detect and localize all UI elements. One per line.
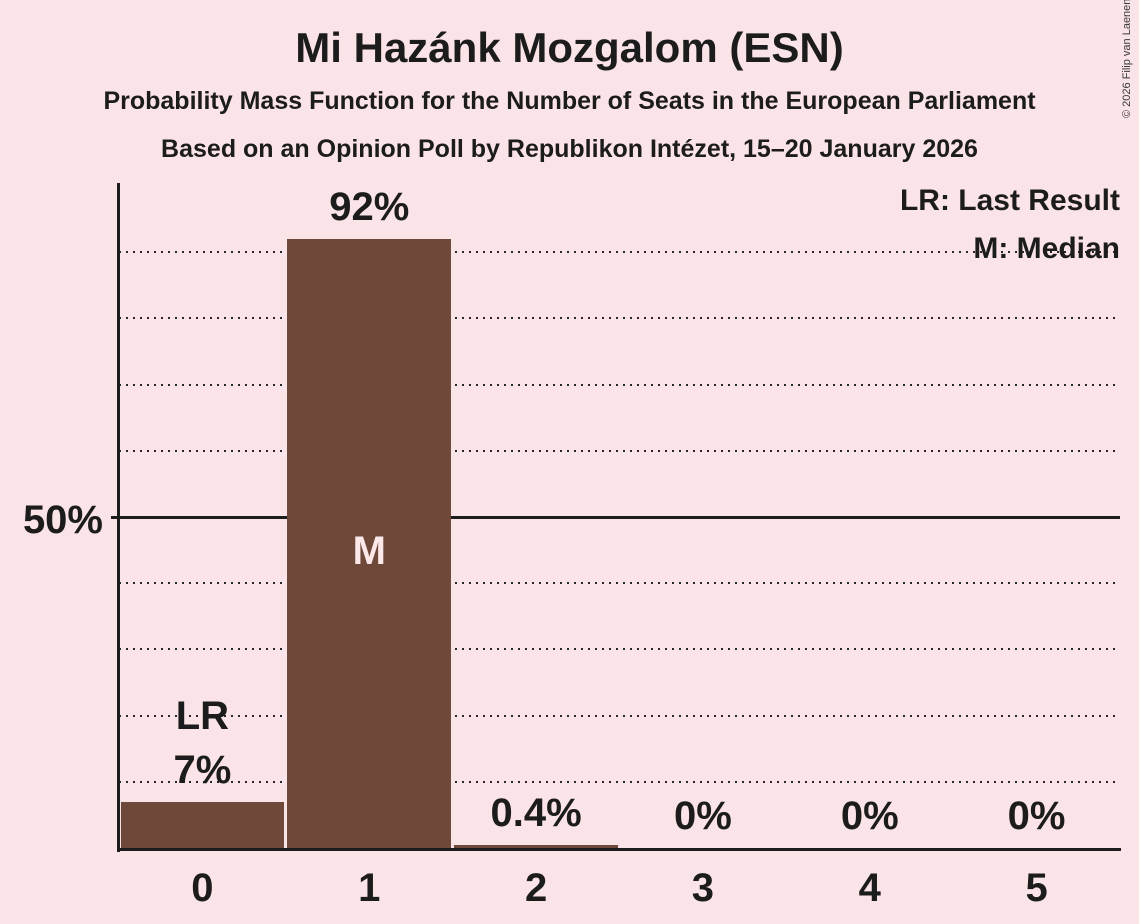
- value-label-seats-1: 92%: [329, 184, 410, 229]
- chart-title: Mi Hazánk Mozgalom (ESN): [295, 24, 844, 71]
- gridline-dotted-30pct: [119, 648, 1120, 651]
- x-tick-label-3: 3: [691, 866, 715, 910]
- median-marker: M: [352, 529, 386, 573]
- value-label-seats-0: 7%: [173, 747, 232, 792]
- bar-seats-2: [454, 845, 618, 848]
- x-axis-line: [117, 848, 1121, 851]
- value-label-seats-5: 0%: [1007, 794, 1066, 838]
- gridline-dotted-60pct: [119, 449, 1120, 452]
- x-tick-label-4: 4: [858, 866, 881, 910]
- bar-seats-0: [120, 801, 285, 848]
- gridline-dotted-70pct: [119, 383, 1120, 386]
- last-result-marker: LR: [175, 693, 230, 738]
- copyright-text: © 2026 Filip van Laenen: [1121, 0, 1133, 118]
- value-label-seats-4: 0%: [840, 794, 899, 838]
- gridline-dotted-10pct: [119, 780, 1120, 783]
- bar-seats-1: [287, 238, 452, 848]
- value-label-seats-2: 0.4%: [490, 791, 582, 836]
- y-axis-line: [117, 183, 120, 852]
- value-label-seats-3: 0%: [674, 794, 732, 838]
- gridline-dotted-80pct: [119, 317, 1120, 320]
- legend-median: M: Median: [973, 232, 1120, 265]
- legend-last-result: LR: Last Result: [899, 184, 1120, 217]
- x-tick-label-2: 2: [524, 866, 548, 910]
- gridline-dotted-90pct: [119, 251, 1120, 254]
- x-tick-label-5: 5: [1025, 866, 1048, 910]
- x-tick-label-1: 1: [358, 866, 381, 910]
- gridline-dotted-20pct: [119, 714, 1120, 717]
- gridline-dotted-40pct: [119, 582, 1120, 585]
- y-axis-tick-label-50: 50%: [22, 498, 103, 542]
- gridline-solid-50pct: [111, 515, 1120, 519]
- x-tick-label-0: 0: [191, 866, 214, 910]
- chart-subtitle: Probability Mass Function for the Number…: [103, 87, 1036, 115]
- chart-source-note: Based on an Opinion Poll by Republikon I…: [161, 135, 978, 163]
